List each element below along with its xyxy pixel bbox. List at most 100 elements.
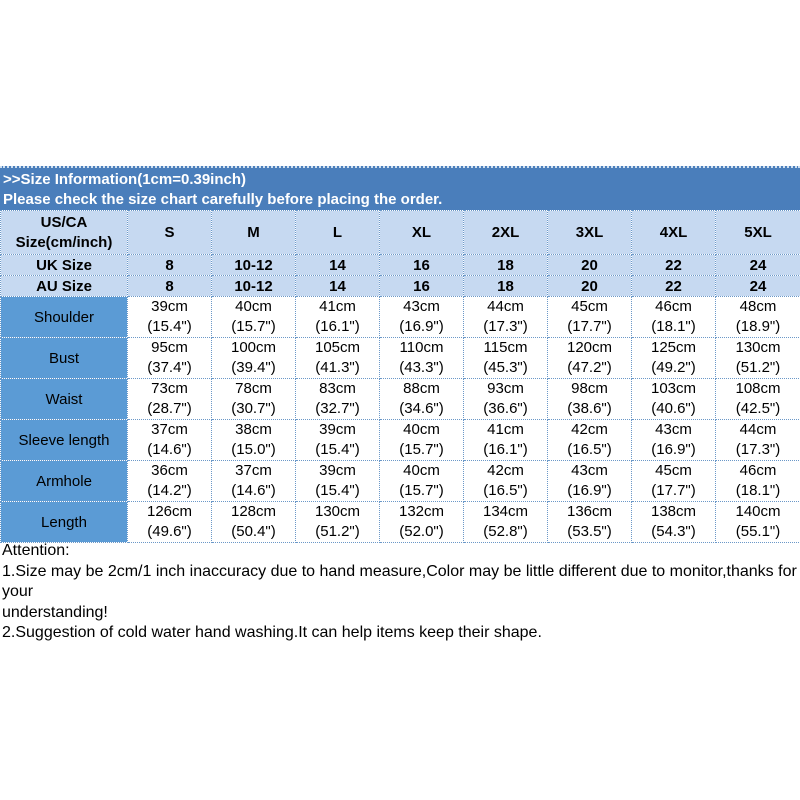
measure-value-cell: 36cm (14.2")	[127, 460, 212, 502]
size-value-cell: 24	[715, 275, 800, 297]
measure-value-cell: 93cm (36.6")	[463, 378, 548, 420]
measure-value-cell: 37cm (14.6")	[127, 419, 212, 461]
size-row-label: UK Size	[0, 254, 128, 276]
measure-row: Bust 95cm (37.4") 100cm (39.4") 105cm (41.3") 1…	[0, 337, 800, 379]
size-info-banner: >>Size Information(1cm=0.39inch) Please …	[0, 166, 800, 210]
measure-row: Sleeve length 37cm (14.6") 38cm (15.0") 39cm(…	[0, 419, 800, 461]
size-value-cell: 20	[547, 275, 632, 297]
measure-value-cell: 132cm (52.0")	[379, 501, 464, 543]
size-value-cell: 22	[631, 254, 716, 276]
measure-value-cell: 44cm (17.3")	[715, 419, 800, 461]
measure-value-cell: 40cm (15.7")	[379, 460, 464, 502]
attention-line-1: 1.Size may be 2cm/1 inch inaccuracy due …	[2, 562, 797, 601]
measure-value-cell: 130cm (51.2")	[715, 337, 800, 379]
size-column-header: 5XL	[715, 210, 800, 255]
measure-row-label: Waist	[0, 378, 128, 420]
measure-value-cell: 40cm (15.7")	[379, 419, 464, 461]
measure-value-cell: 41cm (16.1")	[295, 296, 380, 338]
measure-value-cell: 43cm (16.9")	[379, 296, 464, 338]
size-row: AU Size 8 10-12 14 16 18 20 22 24	[0, 275, 800, 297]
measure-value-cell: 103cm (40.6")	[631, 378, 716, 420]
corner-header: US/CA Size(cm/inch)	[0, 210, 128, 255]
measure-value-cell: 130cm (51.2")	[295, 501, 380, 543]
measure-value-cell: 78cm (30.7")	[211, 378, 296, 420]
measure-value-cell: 88cm (34.6")	[379, 378, 464, 420]
size-column-header: L	[295, 210, 380, 255]
size-value-cell: 24	[715, 254, 800, 276]
size-value-cell: 16	[379, 275, 464, 297]
measure-row: Shoulder 39cm (15.4") 40cm (15.7") 41cm (16.1"…	[0, 296, 800, 338]
measure-value-cell: 48cm (18.9")	[715, 296, 800, 338]
measure-row-label: Armhole	[0, 460, 128, 502]
size-value-cell: 18	[463, 275, 548, 297]
measure-value-cell: 98cm (38.6")	[547, 378, 632, 420]
banner-title: >>Size Information(1cm=0.39inch)	[3, 171, 246, 188]
size-value-cell: 16	[379, 254, 464, 276]
size-value-cell: 8	[127, 275, 212, 297]
measure-value-cell: 110cm (43.3")	[379, 337, 464, 379]
measure-value-cell: 37cm (14.6")	[211, 460, 296, 502]
measure-row-label: Length	[0, 501, 128, 543]
measure-value-cell: 40cm (15.7")	[211, 296, 296, 338]
attention-title: Attention:	[2, 542, 70, 559]
attention-line-2: understanding!	[2, 603, 108, 621]
measure-value-cell: 39cm (15.4")	[295, 419, 380, 461]
measure-value-cell: 73cm (28.7")	[127, 378, 212, 420]
size-column-header: M	[211, 210, 296, 255]
measure-value-cell: 115cm (45.3")	[463, 337, 548, 379]
measure-value-cell: 44cm (17.3")	[463, 296, 548, 338]
measure-value-cell: 105cm (41.3")	[295, 337, 380, 379]
measure-row-label: Shoulder	[0, 296, 128, 338]
attention-line-3: 2.Suggestion of cold water hand washing.…	[2, 624, 542, 641]
measure-value-cell: 120cm (47.2")	[547, 337, 632, 379]
size-value-cell: 20	[547, 254, 632, 276]
banner-subtitle: Please check the size chart carefully be…	[3, 191, 443, 208]
size-column-header: S	[127, 210, 212, 255]
measure-value-cell: 43cm (16.9")	[547, 460, 632, 502]
measure-value-cell: 95cm (37.4")	[127, 337, 212, 379]
measure-value-cell: 140cm (55.1")	[715, 501, 800, 543]
measure-value-cell: 125cm (49.2")	[631, 337, 716, 379]
measure-value-cell: 45cm (17.7")	[547, 296, 632, 338]
measure-row-label: Sleeve length	[0, 419, 128, 461]
attention-note: Attention: 1.Size may be 2cm/1 inch inac…	[2, 541, 798, 644]
size-row: UK Size 8 10-12 14 16 18 20 22 24	[0, 254, 800, 276]
measure-value-cell: 38cm (15.0")	[211, 419, 296, 461]
size-table: US/CA Size(cm/inch) S M L XL 2XL 3XL 4XL 5XL UK Si…	[0, 210, 800, 543]
size-value-cell: 10-12	[211, 254, 296, 276]
size-value-cell: 10-12	[211, 275, 296, 297]
measure-row: Length 126cm (49.6") 128cm (50.4") 130cm (51.2…	[0, 501, 800, 543]
measure-value-cell: 128cm (50.4")	[211, 501, 296, 543]
measure-value-cell: 126cm (49.6")	[127, 501, 212, 543]
measure-value-cell: 45cm (17.7")	[631, 460, 716, 502]
measure-value-cell: 41cm (16.1")	[463, 419, 548, 461]
measure-value-cell: 46cm (18.1")	[715, 460, 800, 502]
size-value-cell: 22	[631, 275, 716, 297]
measure-row: Armhole 36cm (14.2") 37cm (14.6") 39cm (15.4")…	[0, 460, 800, 502]
size-column-header: 4XL	[631, 210, 716, 255]
measure-value-cell: 100cm (39.4")	[211, 337, 296, 379]
measure-value-cell: 42cm (16.5")	[547, 419, 632, 461]
measure-value-cell: 136cm (53.5")	[547, 501, 632, 543]
size-column-header: XL	[379, 210, 464, 255]
measure-value-cell: 43cm (16.9")	[631, 419, 716, 461]
measure-value-cell: 83cm (32.7")	[295, 378, 380, 420]
size-value-cell: 14	[295, 254, 380, 276]
size-column-header: 3XL	[547, 210, 632, 255]
size-row-label: AU Size	[0, 275, 128, 297]
measure-row: Waist 73cm (28.7") 78cm (30.7") 83cm (32.7") 88…	[0, 378, 800, 420]
measure-value-cell: 108cm (42.5")	[715, 378, 800, 420]
measure-value-cell: 39cm (15.4")	[295, 460, 380, 502]
measure-value-cell: 39cm (15.4")	[127, 296, 212, 338]
size-table-body: US/CA Size(cm/inch) S M L XL 2XL 3XL 4XL 5XL UK Si…	[0, 210, 800, 543]
size-value-cell: 14	[295, 275, 380, 297]
size-column-header: 2XL	[463, 210, 548, 255]
measure-value-cell: 138cm (54.3")	[631, 501, 716, 543]
header-row: US/CA Size(cm/inch) S M L XL 2XL 3XL 4XL 5XL	[0, 210, 800, 255]
measure-value-cell: 134cm (52.8")	[463, 501, 548, 543]
size-value-cell: 8	[127, 254, 212, 276]
measure-value-cell: 46cm (18.1")	[631, 296, 716, 338]
measure-value-cell: 42cm (16.5")	[463, 460, 548, 502]
size-value-cell: 18	[463, 254, 548, 276]
measure-row-label: Bust	[0, 337, 128, 379]
